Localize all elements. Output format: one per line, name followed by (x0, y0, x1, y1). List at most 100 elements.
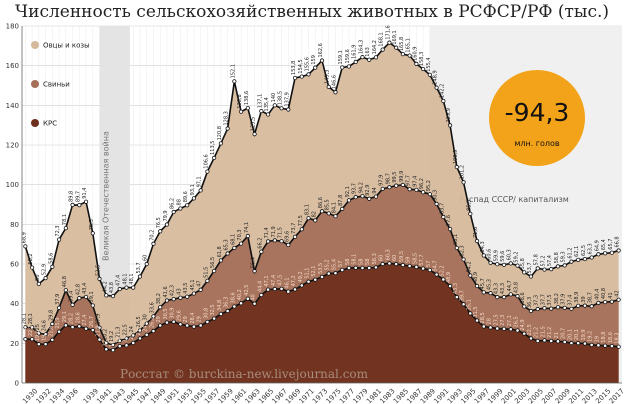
point-Свиньи (239, 241, 244, 246)
data-label: 39,1 (89, 291, 95, 302)
point-КРС (299, 283, 304, 288)
data-label: 41 (608, 292, 614, 298)
data-label: 42,3 (170, 285, 176, 296)
data-label: 38,2 (156, 293, 162, 304)
point-Свиньи (434, 201, 439, 207)
point-КРС (326, 271, 331, 276)
point-КРС (151, 328, 156, 334)
point-Свиньи (542, 306, 547, 311)
data-label: 84,1 (331, 202, 337, 213)
data-label: 26,2 (149, 317, 155, 328)
point-КРС (50, 337, 55, 342)
data-label: 158,3 (419, 52, 425, 66)
data-label: 43,4 (82, 283, 88, 294)
point-Овцы и козы (582, 256, 588, 262)
data-label: 140 (271, 93, 277, 103)
data-label: 136,8 (237, 94, 243, 108)
data-label: 29,6 (176, 310, 182, 321)
point-Свиньи (50, 321, 55, 326)
point-КРС (306, 279, 311, 284)
point-Свиньи (164, 298, 170, 303)
data-label: 89,8 (69, 191, 75, 202)
point-Овцы и козы (387, 40, 392, 45)
point-КРС (333, 271, 338, 276)
point-Свиньи (589, 304, 594, 309)
data-label: 97,1 (197, 176, 203, 187)
point-КРС (367, 265, 372, 271)
point-Овцы и козы (427, 72, 432, 77)
data-label: 55,4 (331, 259, 337, 270)
point-Овцы и козы (400, 52, 405, 57)
point-Овцы и козы (367, 57, 372, 62)
point-КРС (353, 265, 358, 270)
data-label: 97,9 (379, 175, 385, 186)
y-tick-label: 0 (15, 380, 19, 388)
point-КРС (427, 267, 432, 273)
data-label: 43 (176, 288, 182, 294)
legend: Овцы и козы Свиньи КРС (31, 41, 90, 128)
data-label: 37,3 (534, 295, 540, 306)
data-label: 19,6 (35, 330, 41, 341)
point-Свиньи (286, 242, 291, 248)
data-label: 160,9 (412, 47, 418, 61)
data-label: 39,7 (460, 290, 466, 301)
point-Овцы и козы (596, 252, 601, 257)
data-label: 38,6 (230, 292, 236, 303)
point-КРС (582, 341, 588, 346)
point-Овцы и козы (63, 226, 68, 231)
point-Свиньи (609, 299, 614, 304)
point-Свиньи (144, 321, 149, 326)
data-label: 27,9 (96, 314, 102, 325)
point-КРС (414, 264, 419, 270)
data-label: 71,5 (278, 227, 284, 238)
data-label: 26,7 (89, 316, 95, 327)
data-label: 101,2 (460, 165, 466, 179)
data-label: 135,4 (264, 97, 270, 111)
point-Свиньи (468, 273, 473, 278)
point-Овцы и козы (218, 141, 223, 146)
point-Овцы и козы (501, 262, 507, 267)
point-КРС (576, 341, 581, 346)
point-Овцы и козы (535, 266, 540, 271)
point-Овцы и козы (569, 259, 574, 264)
data-label: 62,1 (574, 246, 580, 257)
point-Свиньи (265, 239, 271, 244)
data-label: 25 (35, 324, 41, 330)
point-КРС (218, 311, 223, 317)
data-label: 34,8 (217, 300, 223, 311)
point-Овцы и козы (30, 265, 35, 270)
data-label: 95,2 (426, 180, 432, 191)
data-label: 65,7 (608, 239, 614, 250)
point-КРС (596, 343, 601, 348)
badge-circle (489, 70, 585, 166)
data-label: 27,1 (507, 315, 513, 326)
data-label: 106,6 (203, 154, 209, 168)
point-КРС (56, 329, 62, 334)
data-label: 113,5 (210, 141, 216, 155)
data-label: 21,8 (48, 326, 54, 337)
data-label: 37,5 (547, 294, 553, 305)
data-label: 48,1 (122, 273, 128, 284)
data-label: 93,7 (352, 183, 358, 194)
point-Свиньи (232, 245, 237, 251)
point-Овцы и козы (178, 206, 183, 211)
point-КРС (185, 323, 190, 328)
point-Овцы и козы (346, 64, 352, 69)
data-label: 66,8 (615, 236, 621, 247)
data-label: 60,3 (507, 249, 513, 260)
data-label: 66,2 (257, 238, 263, 249)
point-Овцы и козы (447, 123, 453, 128)
x-tick-label: 2017 (608, 387, 624, 404)
point-КРС (117, 344, 122, 349)
point-КРС (421, 266, 426, 271)
area-КРС (25, 263, 619, 383)
data-label: 82 (311, 211, 317, 217)
data-label: 94 (372, 187, 378, 193)
data-label: 57,4 (547, 255, 553, 266)
data-label: 65,3 (224, 239, 230, 250)
point-Овцы и козы (279, 106, 284, 111)
point-КРС (488, 325, 493, 330)
data-label: 19,9 (581, 329, 587, 340)
data-label: 18,6 (608, 332, 614, 343)
point-Свиньи (603, 299, 608, 305)
